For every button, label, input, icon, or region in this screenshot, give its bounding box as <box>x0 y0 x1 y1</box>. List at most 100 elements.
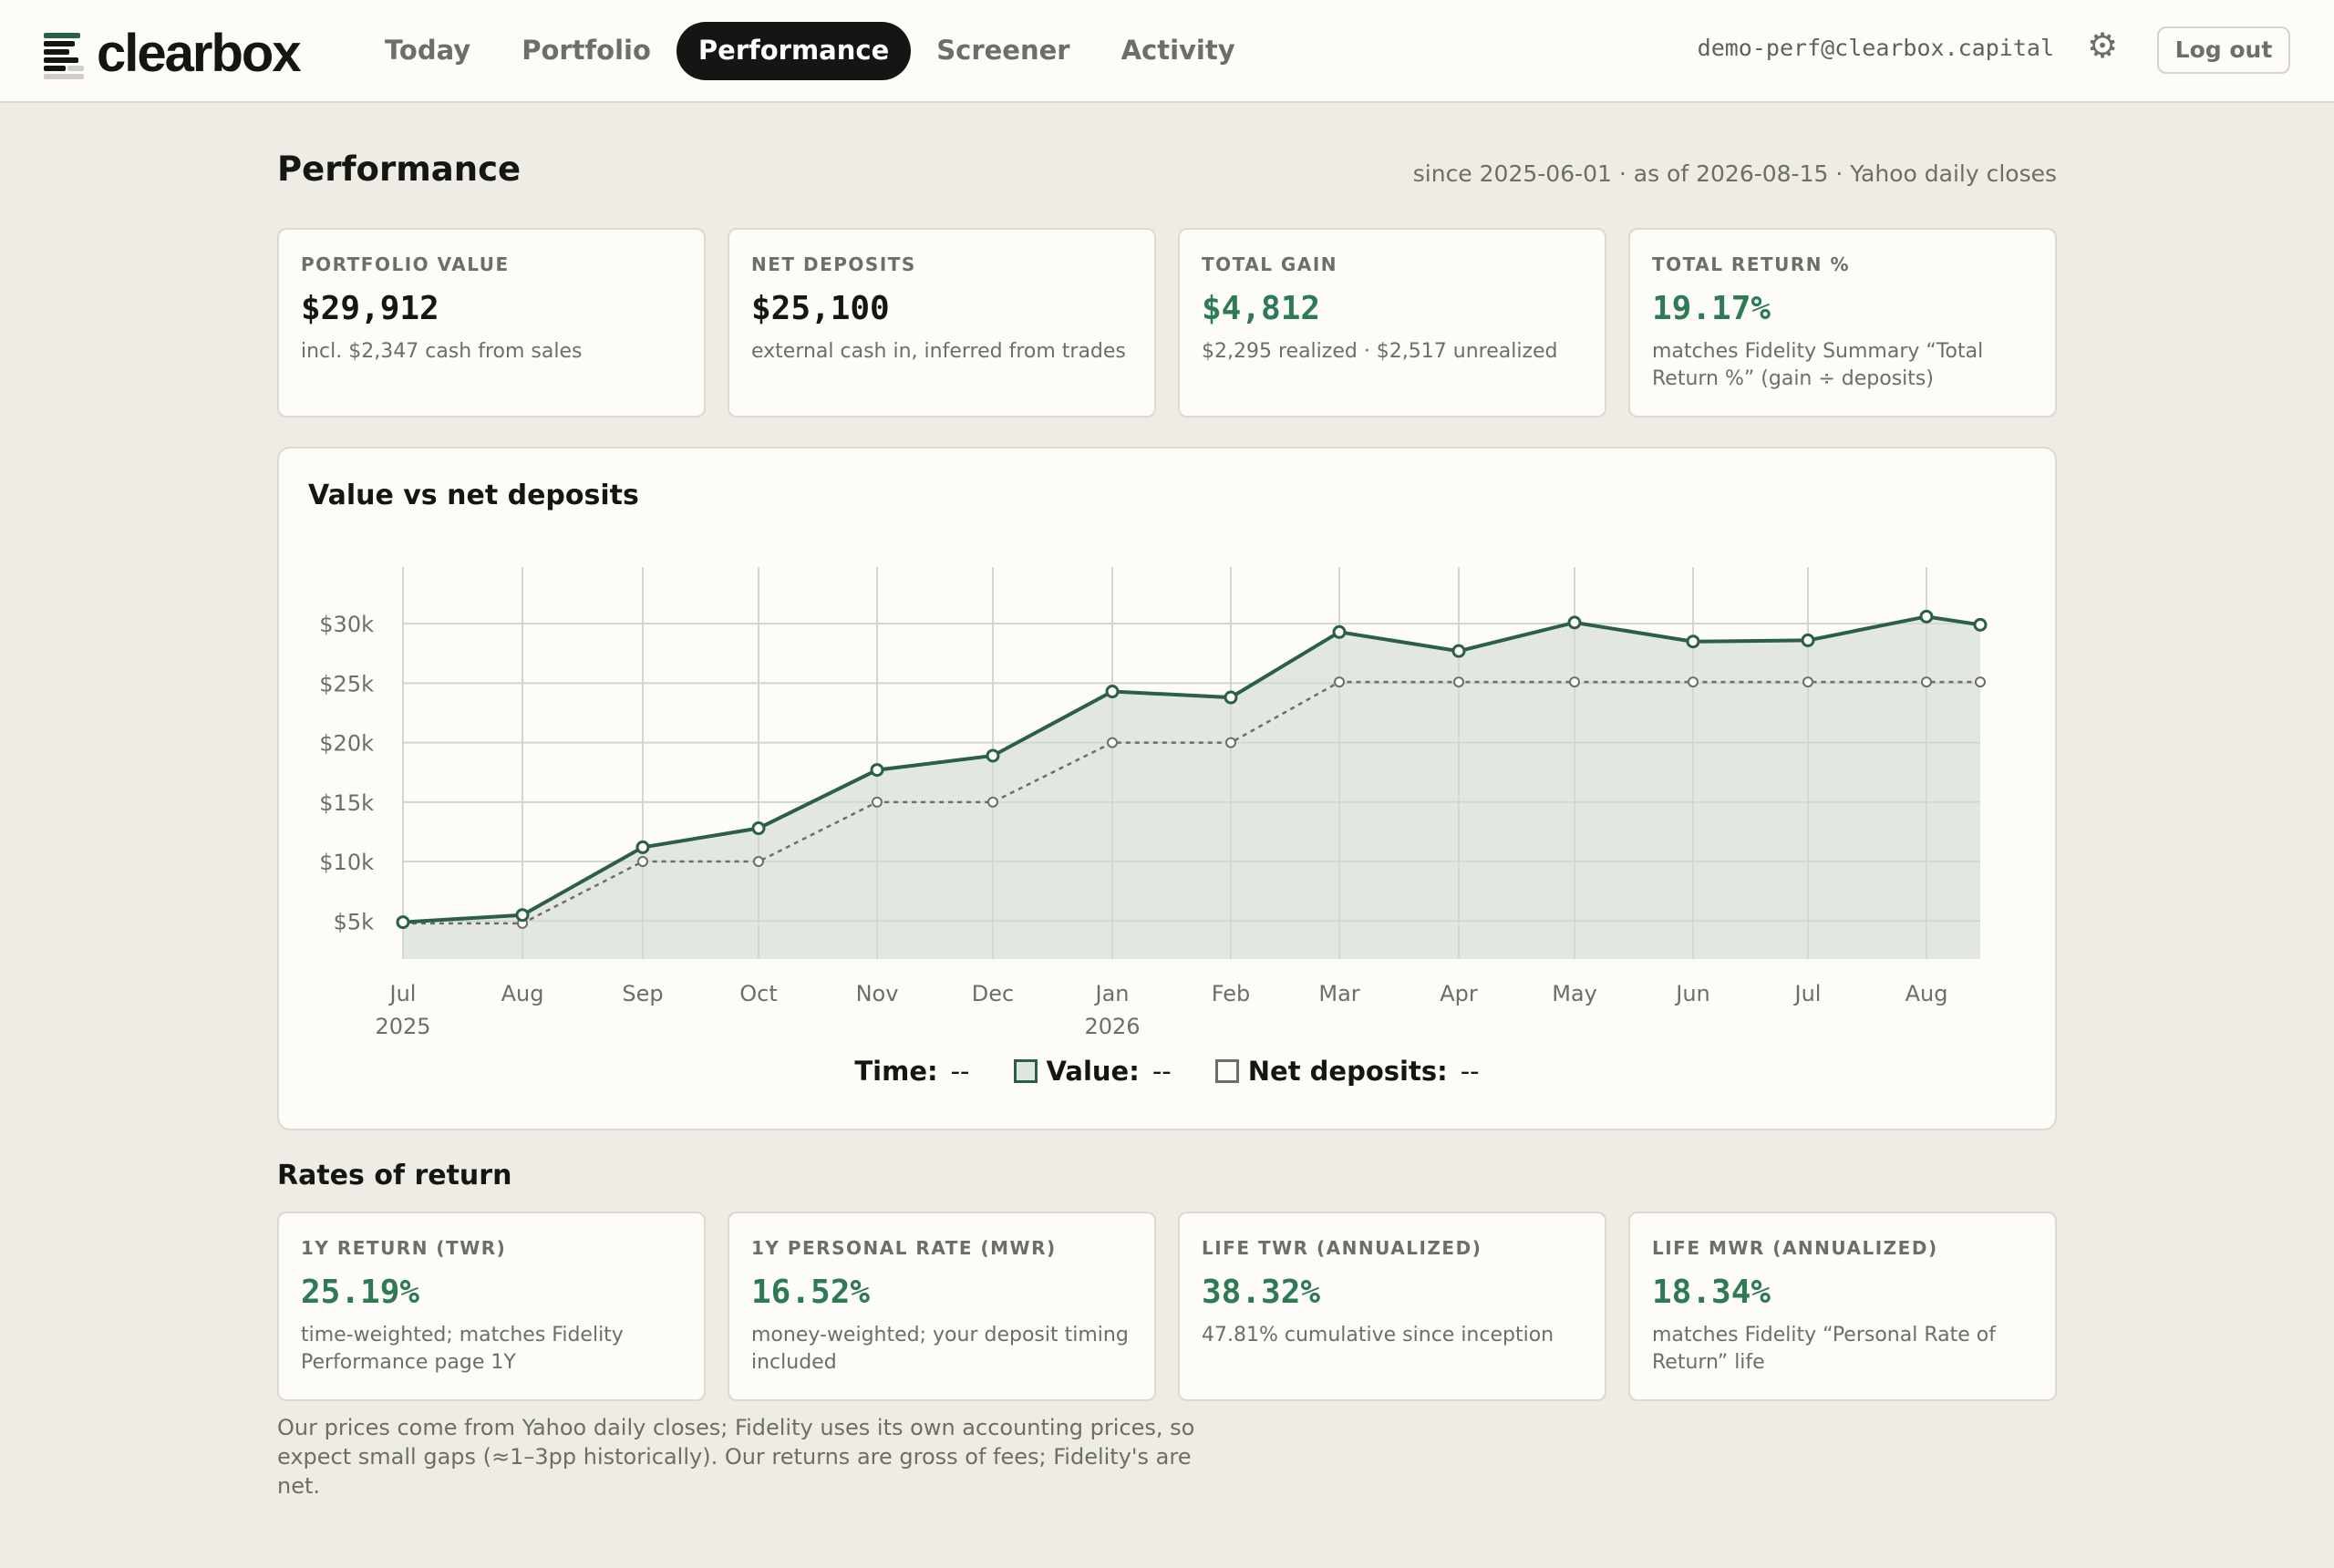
page-subtitle: since 2025-06-01 · as of 2026-08-15 · Ya… <box>1412 160 2057 187</box>
chart-legend: Time: -- Value: -- Net deposits: -- <box>279 1056 2055 1087</box>
legend-deposits-readout: -- <box>1460 1056 1480 1087</box>
nav-tab-portfolio[interactable]: Portfolio <box>522 35 651 66</box>
main-nav: Today Portfolio Performance Screener Act… <box>359 22 1261 80</box>
value-point <box>1332 624 1347 639</box>
brand-name: clearbox <box>97 24 302 83</box>
x-tick-label: Jun <box>1674 981 1710 1006</box>
card-value: $25,100 <box>751 290 890 327</box>
value-point <box>1973 617 1988 632</box>
card-note: 47.81% cumulative since inception <box>1202 1324 1554 1346</box>
legend-value-readout: -- <box>1152 1056 1172 1087</box>
footnote: Our prices come from Yahoo daily closes;… <box>277 1415 1195 1499</box>
x-year-label: 2025 <box>375 1014 430 1039</box>
value-point <box>1451 644 1466 658</box>
rate-card-1y-twr: 1Y RETURN (TWR) 25.19% time-weighted; ma… <box>277 1212 706 1401</box>
y-tick-label: $15k <box>319 790 374 816</box>
summary-card-total-gain: TOTAL GAIN $4,812 $2,295 realized · $2,5… <box>1178 228 1606 418</box>
card-note: money-weighted; your deposit timing incl… <box>751 1324 1129 1374</box>
x-tick-label: Jul <box>1793 981 1822 1006</box>
card-value: 19.17% <box>1652 290 1771 327</box>
x-year-label: 2026 <box>1084 1014 1140 1039</box>
value-point <box>870 763 884 778</box>
value-point <box>396 915 410 930</box>
chart-title: Value vs net deposits <box>308 480 639 511</box>
x-tick-label: Dec <box>972 981 1014 1006</box>
y-tick-label: $25k <box>319 671 374 696</box>
deposits-point <box>1921 676 1932 688</box>
deposits-point <box>1688 676 1699 688</box>
legend-time-label: Time: <box>854 1056 938 1087</box>
card-value: 38.32% <box>1202 1274 1321 1311</box>
value-point <box>635 840 650 854</box>
legend-deposits-swatch[interactable] <box>1214 1059 1239 1083</box>
deposits-point <box>753 856 764 868</box>
y-tick-label: $30k <box>319 612 374 637</box>
legend-value-swatch[interactable] <box>1013 1059 1038 1083</box>
deposits-point <box>1975 676 1986 688</box>
legend-deposits-label: Net deposits: <box>1247 1056 1448 1087</box>
card-value: 18.34% <box>1652 1274 1771 1311</box>
x-tick-label: Jul <box>388 981 417 1006</box>
x-tick-label: Nov <box>856 981 899 1006</box>
value-vs-deposits-chart[interactable]: $5k $10k $15k $20k $25k $30k Jul Aug Sep Oct Nov De… <box>279 449 2055 1050</box>
summary-card-total-return: TOTAL RETURN % 19.17% matches Fidelity S… <box>1628 228 2057 418</box>
logo-mark-icon <box>44 31 86 79</box>
page-title: Performance <box>277 150 522 189</box>
card-note: $2,295 realized · $2,517 unrealized <box>1202 340 1558 363</box>
legend-deposits[interactable]: Net deposits: -- <box>1214 1056 1480 1087</box>
x-tick-label: Aug <box>1905 981 1948 1006</box>
card-note: external cash in, inferred from trades <box>751 340 1126 363</box>
nav-tab-today[interactable]: Today <box>385 35 471 66</box>
deposits-point <box>1107 737 1118 748</box>
rates-section-title: Rates of return <box>277 1160 512 1191</box>
logout-button[interactable]: Log out <box>2157 26 2290 74</box>
value-area-fill <box>403 616 1980 959</box>
card-label: TOTAL RETURN % <box>1652 253 1851 275</box>
x-tick-label: May <box>1552 981 1597 1006</box>
deposits-point <box>1225 737 1236 748</box>
nav-tab-screener[interactable]: Screener <box>936 35 1070 66</box>
deposits-point <box>1802 676 1813 688</box>
value-point <box>1686 634 1700 649</box>
rate-card-life-twr: LIFE TWR (ANNUALIZED) 38.32% 47.81% cumu… <box>1178 1212 1606 1401</box>
deposits-point <box>872 796 883 808</box>
top-nav-bar: clearbox Today Portfolio Performance Scr… <box>0 0 2334 103</box>
card-value: $4,812 <box>1202 290 1321 327</box>
card-label: 1Y PERSONAL RATE (MWR) <box>751 1237 1057 1259</box>
rate-card-life-mwr: LIFE MWR (ANNUALIZED) 18.34% matches Fid… <box>1628 1212 2057 1401</box>
gear-icon[interactable]: ⚙ <box>2087 26 2119 66</box>
deposits-series-line <box>403 680 1980 925</box>
value-point <box>1224 690 1238 705</box>
legend-time: Time: -- <box>854 1056 969 1087</box>
value-point <box>1105 685 1120 699</box>
card-note: time-weighted; matches Fidelity Performa… <box>301 1324 624 1374</box>
nav-tab-activity[interactable]: Activity <box>1121 35 1235 66</box>
x-tick-label: Oct <box>739 981 778 1006</box>
card-value: 16.52% <box>751 1274 871 1311</box>
card-label: 1Y RETURN (TWR) <box>301 1237 507 1259</box>
value-point <box>1919 609 1934 624</box>
deposits-point <box>1569 676 1580 688</box>
summary-card-net-deposits: NET DEPOSITS $25,100 external cash in, i… <box>728 228 1156 418</box>
deposits-point <box>987 796 998 808</box>
deposits-point <box>1334 676 1345 688</box>
rate-card-1y-mwr: 1Y PERSONAL RATE (MWR) 16.52% money-weig… <box>728 1212 1156 1401</box>
y-tick-label: $5k <box>334 909 375 934</box>
value-point <box>1801 633 1815 647</box>
value-vs-deposits-chart-card: Value vs net deposits $5k $10k $15k $20k $25… <box>277 447 2057 1130</box>
nav-tab-performance[interactable]: Performance <box>676 22 912 80</box>
value-point <box>751 821 766 836</box>
x-tick-label: Sep <box>622 981 663 1006</box>
deposits-point <box>1453 676 1464 688</box>
value-point <box>986 748 1000 763</box>
brand-logo[interactable]: clearbox <box>44 24 302 83</box>
x-tick-label: Mar <box>1318 981 1359 1006</box>
card-note: matches Fidelity Summary “Total Return %… <box>1652 340 1984 390</box>
deposits-point <box>637 856 648 868</box>
card-label: TOTAL GAIN <box>1202 253 1337 275</box>
card-label: PORTFOLIO VALUE <box>301 253 510 275</box>
x-tick-label: Apr <box>1440 981 1478 1006</box>
legend-value[interactable]: Value: -- <box>1013 1056 1172 1087</box>
card-label: LIFE MWR (ANNUALIZED) <box>1652 1237 1938 1259</box>
card-value: $29,912 <box>301 290 439 327</box>
